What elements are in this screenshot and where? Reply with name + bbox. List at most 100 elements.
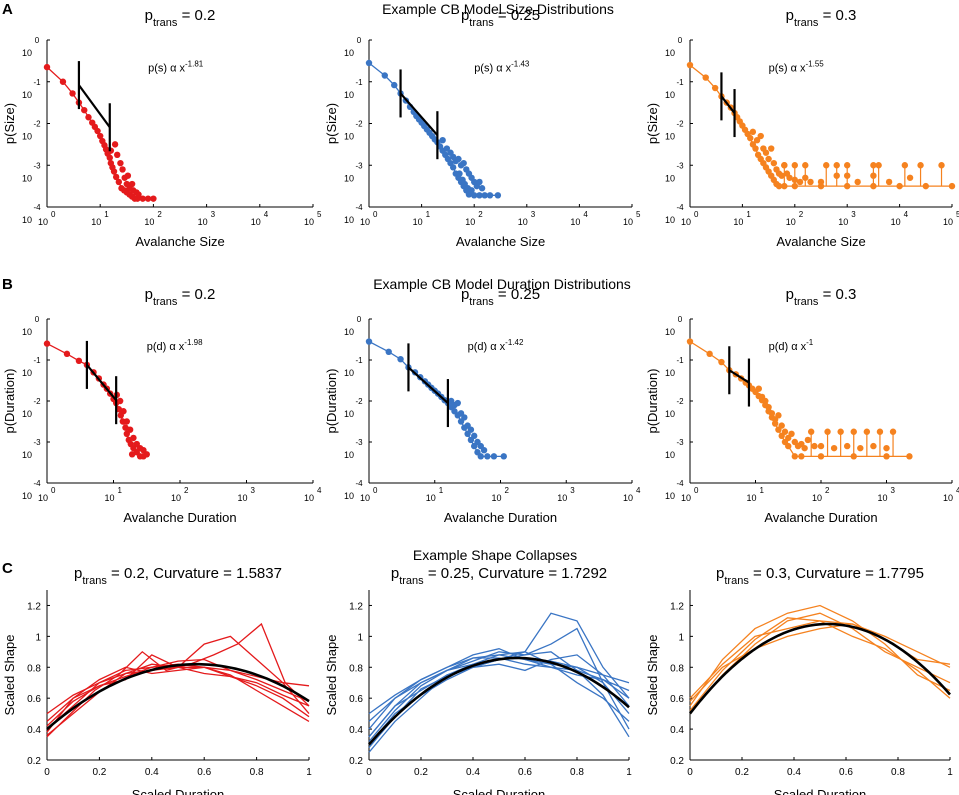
y-axis-label: p(Duration): [2, 368, 17, 433]
data-point: [791, 182, 798, 190]
fit-annotation: p(d) α x-1: [769, 338, 814, 353]
x-tick-label: 0.4: [145, 767, 159, 778]
y-tick-base: 10: [22, 215, 32, 225]
data-point: [449, 164, 457, 171]
y-tick-exponent: 0: [678, 315, 683, 324]
data-point: [43, 340, 51, 347]
y-tick-base: 10: [665, 48, 675, 58]
x-tick-base: 10: [360, 493, 370, 503]
shape-trace: [368, 651, 630, 742]
data-point: [850, 428, 857, 435]
y-tick-exponent: -3: [33, 161, 41, 170]
y-tick-base: 10: [665, 368, 675, 378]
data-point: [807, 428, 815, 435]
y-tick-base: 10: [344, 173, 354, 183]
y-tick-base: 10: [344, 215, 354, 225]
chart-title: ptrans = 0.2: [145, 286, 216, 308]
x-tick-exponent: 1: [439, 486, 444, 495]
data-point: [140, 447, 147, 454]
y-tick-base: 10: [22, 48, 32, 58]
y-tick-label: 0.8: [349, 663, 363, 674]
data-point: [917, 162, 924, 169]
data-point: [480, 447, 488, 454]
data-point: [811, 442, 818, 450]
data-point: [128, 180, 136, 188]
chart-title: ptrans = 0.3, Curvature = 1.7795: [716, 565, 924, 587]
data-point: [43, 63, 51, 71]
x-tick-base: 10: [360, 217, 370, 227]
y-tick-base: 10: [665, 215, 675, 225]
data-point: [443, 145, 451, 152]
data-point: [870, 442, 877, 450]
y-tick-exponent: 0: [678, 36, 683, 45]
x-tick-exponent: 0: [694, 210, 699, 219]
data-point: [747, 134, 754, 142]
y-tick-exponent: -1: [355, 356, 363, 365]
y-tick-exponent: -4: [676, 203, 684, 212]
data-point: [778, 422, 785, 429]
x-tick-base: 10: [91, 217, 101, 227]
data-point: [762, 397, 769, 405]
y-tick-base: 10: [344, 132, 354, 142]
x-tick-base: 10: [171, 493, 181, 503]
data-point: [85, 114, 92, 121]
chart-title: ptrans = 0.2: [145, 7, 216, 29]
data-point: [775, 182, 783, 190]
data-point: [948, 182, 956, 190]
data-point: [365, 59, 373, 67]
data-point: [896, 182, 903, 190]
x-axis-label: Avalanche Duration: [123, 510, 236, 525]
shape-trace: [368, 627, 630, 738]
fit-curve: [368, 656, 630, 746]
data-point: [768, 145, 775, 152]
x-tick-label: 0.4: [466, 767, 480, 778]
x-tick-base: 10: [838, 217, 848, 227]
shape-trace: [46, 663, 310, 730]
data-point: [906, 174, 914, 181]
fit-annotation: p(s) α x-1.81: [148, 59, 204, 74]
x-tick-exponent: 2: [825, 486, 830, 495]
data-point: [484, 453, 491, 460]
x-tick-label: 0.8: [570, 767, 584, 778]
y-tick-exponent: 0: [357, 36, 362, 45]
chart-6: ptrans = 0.3 Avalanche Duration p(Duration…: [645, 286, 959, 525]
data-point: [494, 192, 502, 199]
data-point: [116, 397, 124, 405]
x-tick-exponent: 0: [694, 486, 699, 495]
x-axis-label: Avalanche Size: [456, 234, 545, 249]
data-point: [781, 162, 788, 169]
x-tick-base: 10: [943, 217, 953, 227]
x-tick-base: 10: [251, 217, 261, 227]
data-point: [817, 453, 825, 460]
y-tick-label: 0.6: [27, 694, 41, 705]
data-point: [135, 191, 142, 198]
x-tick-exponent: 5: [317, 210, 322, 219]
x-tick-label: 0.4: [787, 767, 801, 778]
data-point: [94, 127, 101, 135]
y-tick-label: 0.8: [670, 663, 684, 674]
x-tick-label: 1: [947, 767, 953, 778]
fit-annotation: p(s) α x-1.43: [474, 59, 530, 74]
data-point: [922, 182, 929, 190]
y-tick-label: 0.2: [349, 756, 363, 767]
y-tick-exponent: -2: [676, 397, 684, 406]
x-axis-label: Scaled Duration: [132, 787, 225, 795]
data-point: [781, 182, 788, 190]
data-point: [938, 162, 945, 169]
y-tick-base: 10: [665, 327, 675, 337]
x-axis-label: Avalanche Size: [135, 234, 224, 249]
x-tick-exponent: 4: [904, 210, 909, 219]
y-tick-base: 10: [344, 368, 354, 378]
data-point: [870, 182, 877, 190]
x-tick-exponent: 2: [157, 210, 162, 219]
y-axis-label: p(Size): [2, 103, 17, 144]
x-tick-base: 10: [104, 493, 114, 503]
y-tick-exponent: -1: [676, 78, 684, 87]
shape-trace: [689, 604, 951, 707]
x-tick-base: 10: [144, 217, 154, 227]
data-point: [718, 358, 725, 366]
y-tick-base: 10: [344, 450, 354, 460]
y-tick-exponent: -4: [33, 203, 41, 212]
x-tick-label: 0.6: [518, 767, 532, 778]
